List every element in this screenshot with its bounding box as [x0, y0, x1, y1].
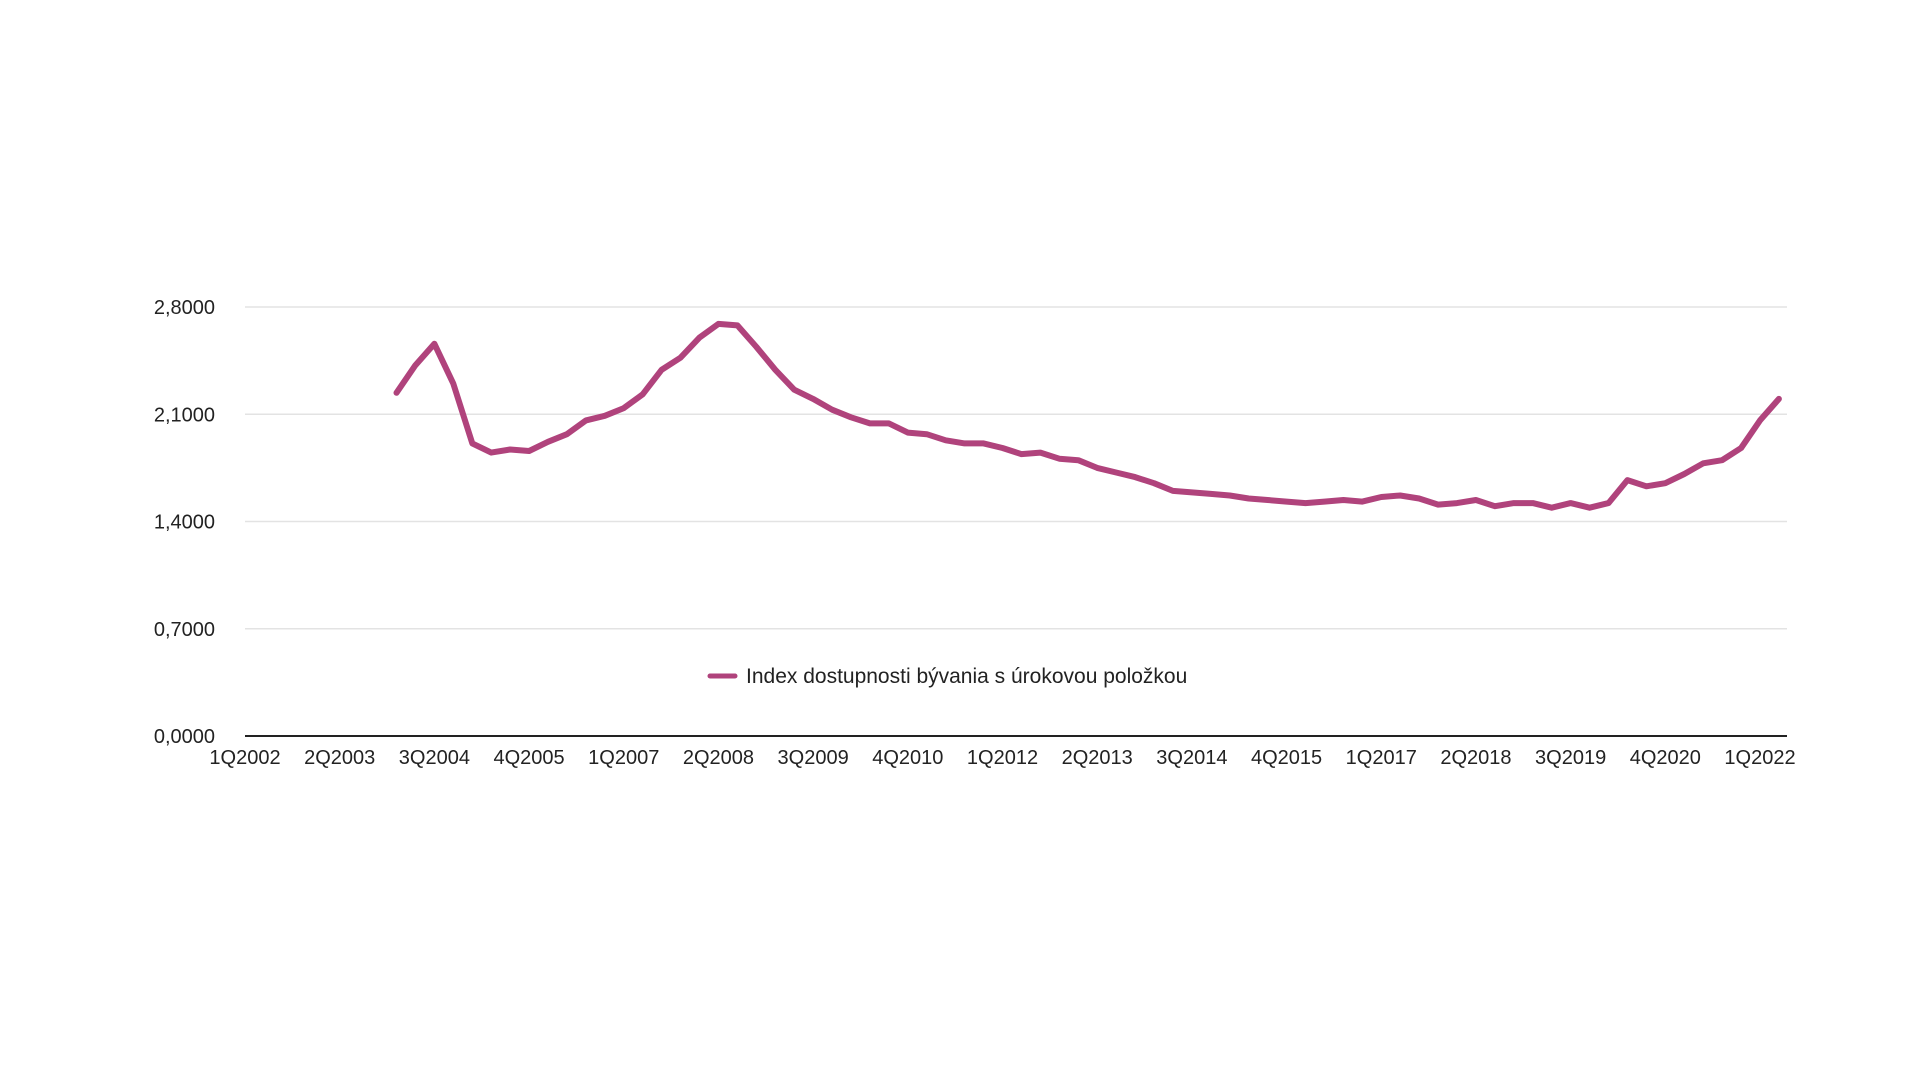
gridlines [245, 306, 1787, 630]
y-tick-label: 0,7000 [154, 619, 215, 641]
x-tick-label: 4Q2010 [872, 747, 943, 769]
x-tick-label: 2Q2013 [1062, 747, 1133, 769]
x-tick-label: 2Q2018 [1440, 747, 1511, 769]
series-line [393, 320, 1782, 511]
x-tick-label: 3Q2014 [1156, 747, 1227, 769]
y-tick-label: 2,8000 [154, 297, 215, 319]
x-axis-ticks: 1Q2002 2Q2003 3Q2004 4Q2005 1Q2007 2Q2008 3Q20… [209, 747, 1795, 769]
x-tick-label: 2Q2003 [304, 747, 375, 769]
y-tick-label: 0,0000 [154, 726, 215, 748]
x-tick-label: 1Q2022 [1724, 747, 1795, 769]
x-tick-label: 1Q2002 [209, 747, 280, 769]
legend: Index dostupnosti bývania s úrokovou pol… [707, 665, 1187, 688]
legend-label: Index dostupnosti bývania s úrokovou pol… [746, 665, 1187, 688]
x-tick-label: 3Q2019 [1535, 747, 1606, 769]
x-tick-label: 2Q2008 [683, 747, 754, 769]
y-tick-label: 1,4000 [154, 512, 215, 534]
x-tick-label: 4Q2020 [1630, 747, 1701, 769]
x-tick-label: 3Q2009 [778, 747, 849, 769]
x-tick-label: 1Q2007 [588, 747, 659, 769]
y-tick-label: 2,1000 [154, 404, 215, 426]
x-tick-label: 1Q2012 [967, 747, 1038, 769]
x-tick-label: 4Q2015 [1251, 747, 1322, 769]
x-tick-label: 3Q2004 [399, 747, 470, 769]
x-tick-label: 4Q2005 [493, 747, 564, 769]
series-layer [393, 320, 1782, 511]
x-tick-label: 1Q2017 [1346, 747, 1417, 769]
y-axis-ticks: 0,0000 0,7000 1,4000 2,1000 2,8000 [154, 297, 215, 748]
